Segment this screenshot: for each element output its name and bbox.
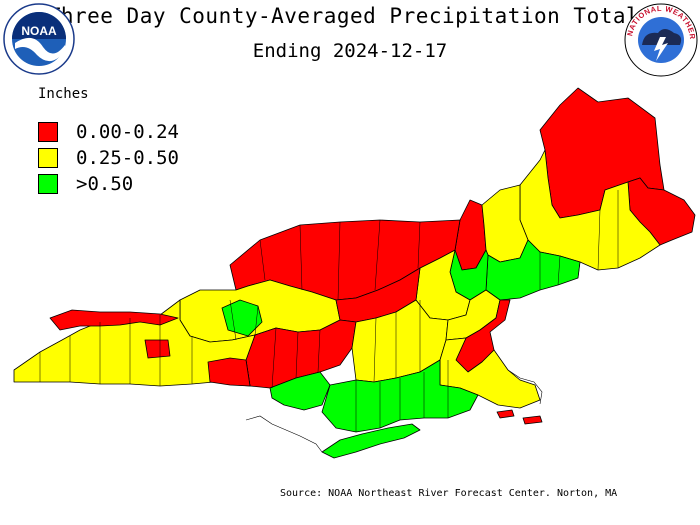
source-credit: Source: NOAA Northeast River Forecast Ce… — [280, 488, 618, 499]
legend-item-high: >0.50 — [38, 173, 133, 195]
coastline — [245, 369, 543, 453]
region-long-island — [321, 423, 421, 459]
nws-logo: NATIONAL WEATHER SERVICE — [624, 3, 698, 77]
legend-swatch-yellow — [38, 148, 58, 168]
noaa-logo-text: NOAA — [21, 24, 57, 38]
page-subtitle: Ending 2024-12-17 — [252, 40, 448, 62]
legend-item-low: 0.00-0.24 — [38, 121, 179, 143]
legend-label: 0.00-0.24 — [76, 121, 179, 143]
legend-title: Inches — [38, 86, 89, 102]
region-marthas-vineyard — [496, 409, 515, 419]
noaa-logo: NOAA — [3, 3, 75, 75]
region-ny-west-pocket — [144, 339, 171, 359]
county-lines — [39, 190, 619, 432]
region-ny-central-green — [221, 299, 263, 337]
legend-label: 0.25-0.50 — [76, 147, 179, 169]
legend-swatch-red — [38, 122, 58, 142]
legend-item-mid: 0.25-0.50 — [38, 147, 179, 169]
region-ny-finger-lakes — [207, 357, 251, 387]
region-nantucket — [522, 415, 543, 425]
region-ny-southern-green — [269, 371, 331, 411]
legend-label: >0.50 — [76, 173, 134, 195]
region-ny-catskills — [245, 319, 357, 389]
page-title: Three Day County-Averaged Precipitation … — [47, 4, 653, 28]
legend-swatch-green — [38, 174, 58, 194]
